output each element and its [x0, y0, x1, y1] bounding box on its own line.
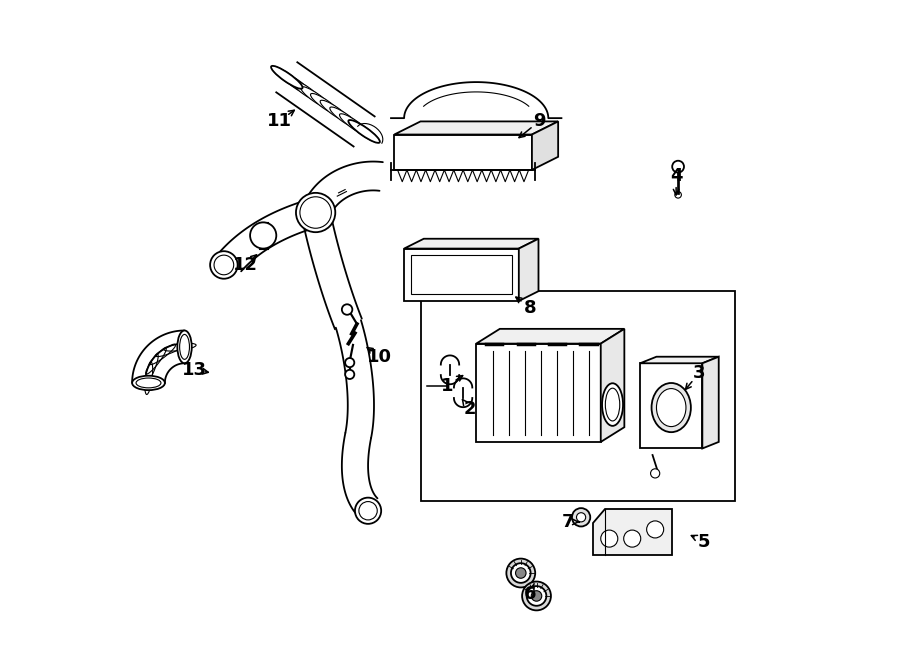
Polygon shape [601, 329, 625, 442]
Circle shape [672, 161, 684, 173]
Text: 4: 4 [670, 167, 682, 186]
Text: 6: 6 [524, 585, 536, 603]
Polygon shape [532, 122, 558, 170]
Bar [420, 292, 735, 501]
Ellipse shape [296, 193, 336, 232]
Circle shape [577, 513, 586, 522]
Text: 9: 9 [534, 112, 546, 130]
Ellipse shape [310, 93, 340, 115]
Circle shape [345, 358, 355, 368]
Bar [404, 249, 518, 301]
Ellipse shape [329, 107, 360, 129]
Circle shape [531, 591, 542, 602]
Ellipse shape [348, 120, 380, 143]
Circle shape [507, 559, 536, 588]
Text: 3: 3 [693, 364, 706, 382]
Polygon shape [476, 329, 625, 344]
Text: 13: 13 [182, 361, 207, 379]
Circle shape [511, 563, 531, 583]
Ellipse shape [271, 66, 302, 89]
Ellipse shape [349, 120, 379, 142]
Polygon shape [220, 199, 320, 271]
Polygon shape [391, 82, 562, 118]
Circle shape [522, 582, 551, 610]
Polygon shape [394, 135, 532, 170]
Bar [410, 255, 512, 294]
Polygon shape [394, 122, 558, 135]
Polygon shape [593, 509, 671, 555]
Circle shape [624, 530, 641, 547]
Circle shape [646, 521, 663, 538]
Polygon shape [640, 357, 719, 364]
Circle shape [345, 369, 355, 379]
Ellipse shape [250, 222, 276, 249]
Ellipse shape [210, 251, 238, 279]
Circle shape [572, 508, 590, 526]
Circle shape [516, 568, 526, 578]
Circle shape [526, 586, 546, 605]
Text: 11: 11 [267, 112, 293, 130]
Ellipse shape [282, 73, 311, 95]
Text: 5: 5 [698, 533, 711, 551]
Circle shape [651, 469, 660, 478]
Ellipse shape [320, 100, 350, 122]
Ellipse shape [339, 114, 369, 136]
Polygon shape [702, 357, 719, 448]
Ellipse shape [177, 330, 192, 364]
Polygon shape [302, 210, 362, 329]
Polygon shape [132, 330, 184, 383]
Circle shape [342, 304, 352, 315]
Ellipse shape [355, 498, 382, 524]
Ellipse shape [272, 66, 302, 88]
Ellipse shape [602, 383, 623, 426]
Text: 10: 10 [367, 348, 392, 366]
Polygon shape [302, 161, 382, 217]
Ellipse shape [652, 383, 691, 432]
Bar [476, 344, 601, 442]
Text: 7: 7 [562, 513, 574, 531]
Text: 8: 8 [524, 299, 536, 317]
Polygon shape [518, 239, 538, 301]
Polygon shape [336, 320, 374, 438]
Ellipse shape [301, 87, 331, 108]
Text: 12: 12 [233, 256, 258, 274]
Bar [640, 364, 702, 448]
Ellipse shape [132, 375, 165, 390]
Text: 1: 1 [440, 377, 453, 395]
Polygon shape [404, 239, 538, 249]
Circle shape [601, 530, 617, 547]
Ellipse shape [292, 80, 321, 102]
Text: 2: 2 [464, 400, 476, 418]
Ellipse shape [656, 389, 686, 426]
Polygon shape [342, 433, 377, 517]
